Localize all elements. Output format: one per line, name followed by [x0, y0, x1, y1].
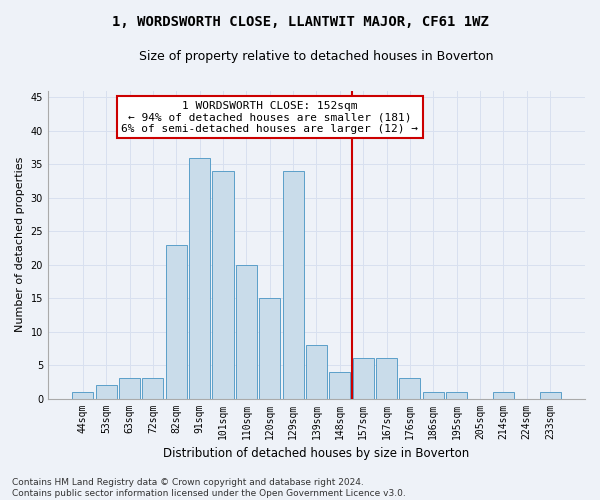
- Bar: [353, 358, 374, 399]
- Bar: [166, 244, 187, 398]
- Bar: [95, 385, 117, 398]
- Bar: [259, 298, 280, 398]
- Bar: [446, 392, 467, 398]
- Bar: [493, 392, 514, 398]
- Bar: [73, 392, 94, 398]
- Y-axis label: Number of detached properties: Number of detached properties: [15, 157, 25, 332]
- Bar: [283, 171, 304, 398]
- Bar: [306, 345, 327, 399]
- Bar: [189, 158, 210, 398]
- X-axis label: Distribution of detached houses by size in Boverton: Distribution of detached houses by size …: [163, 447, 470, 460]
- Bar: [376, 358, 397, 399]
- Bar: [236, 264, 257, 398]
- Bar: [142, 378, 163, 398]
- Text: Contains HM Land Registry data © Crown copyright and database right 2024.
Contai: Contains HM Land Registry data © Crown c…: [12, 478, 406, 498]
- Bar: [423, 392, 444, 398]
- Bar: [329, 372, 350, 398]
- Title: Size of property relative to detached houses in Boverton: Size of property relative to detached ho…: [139, 50, 494, 63]
- Text: 1 WORDSWORTH CLOSE: 152sqm
← 94% of detached houses are smaller (181)
6% of semi: 1 WORDSWORTH CLOSE: 152sqm ← 94% of deta…: [121, 100, 418, 134]
- Bar: [119, 378, 140, 398]
- Bar: [539, 392, 560, 398]
- Bar: [212, 171, 233, 398]
- Text: 1, WORDSWORTH CLOSE, LLANTWIT MAJOR, CF61 1WZ: 1, WORDSWORTH CLOSE, LLANTWIT MAJOR, CF6…: [112, 15, 488, 29]
- Bar: [400, 378, 421, 398]
